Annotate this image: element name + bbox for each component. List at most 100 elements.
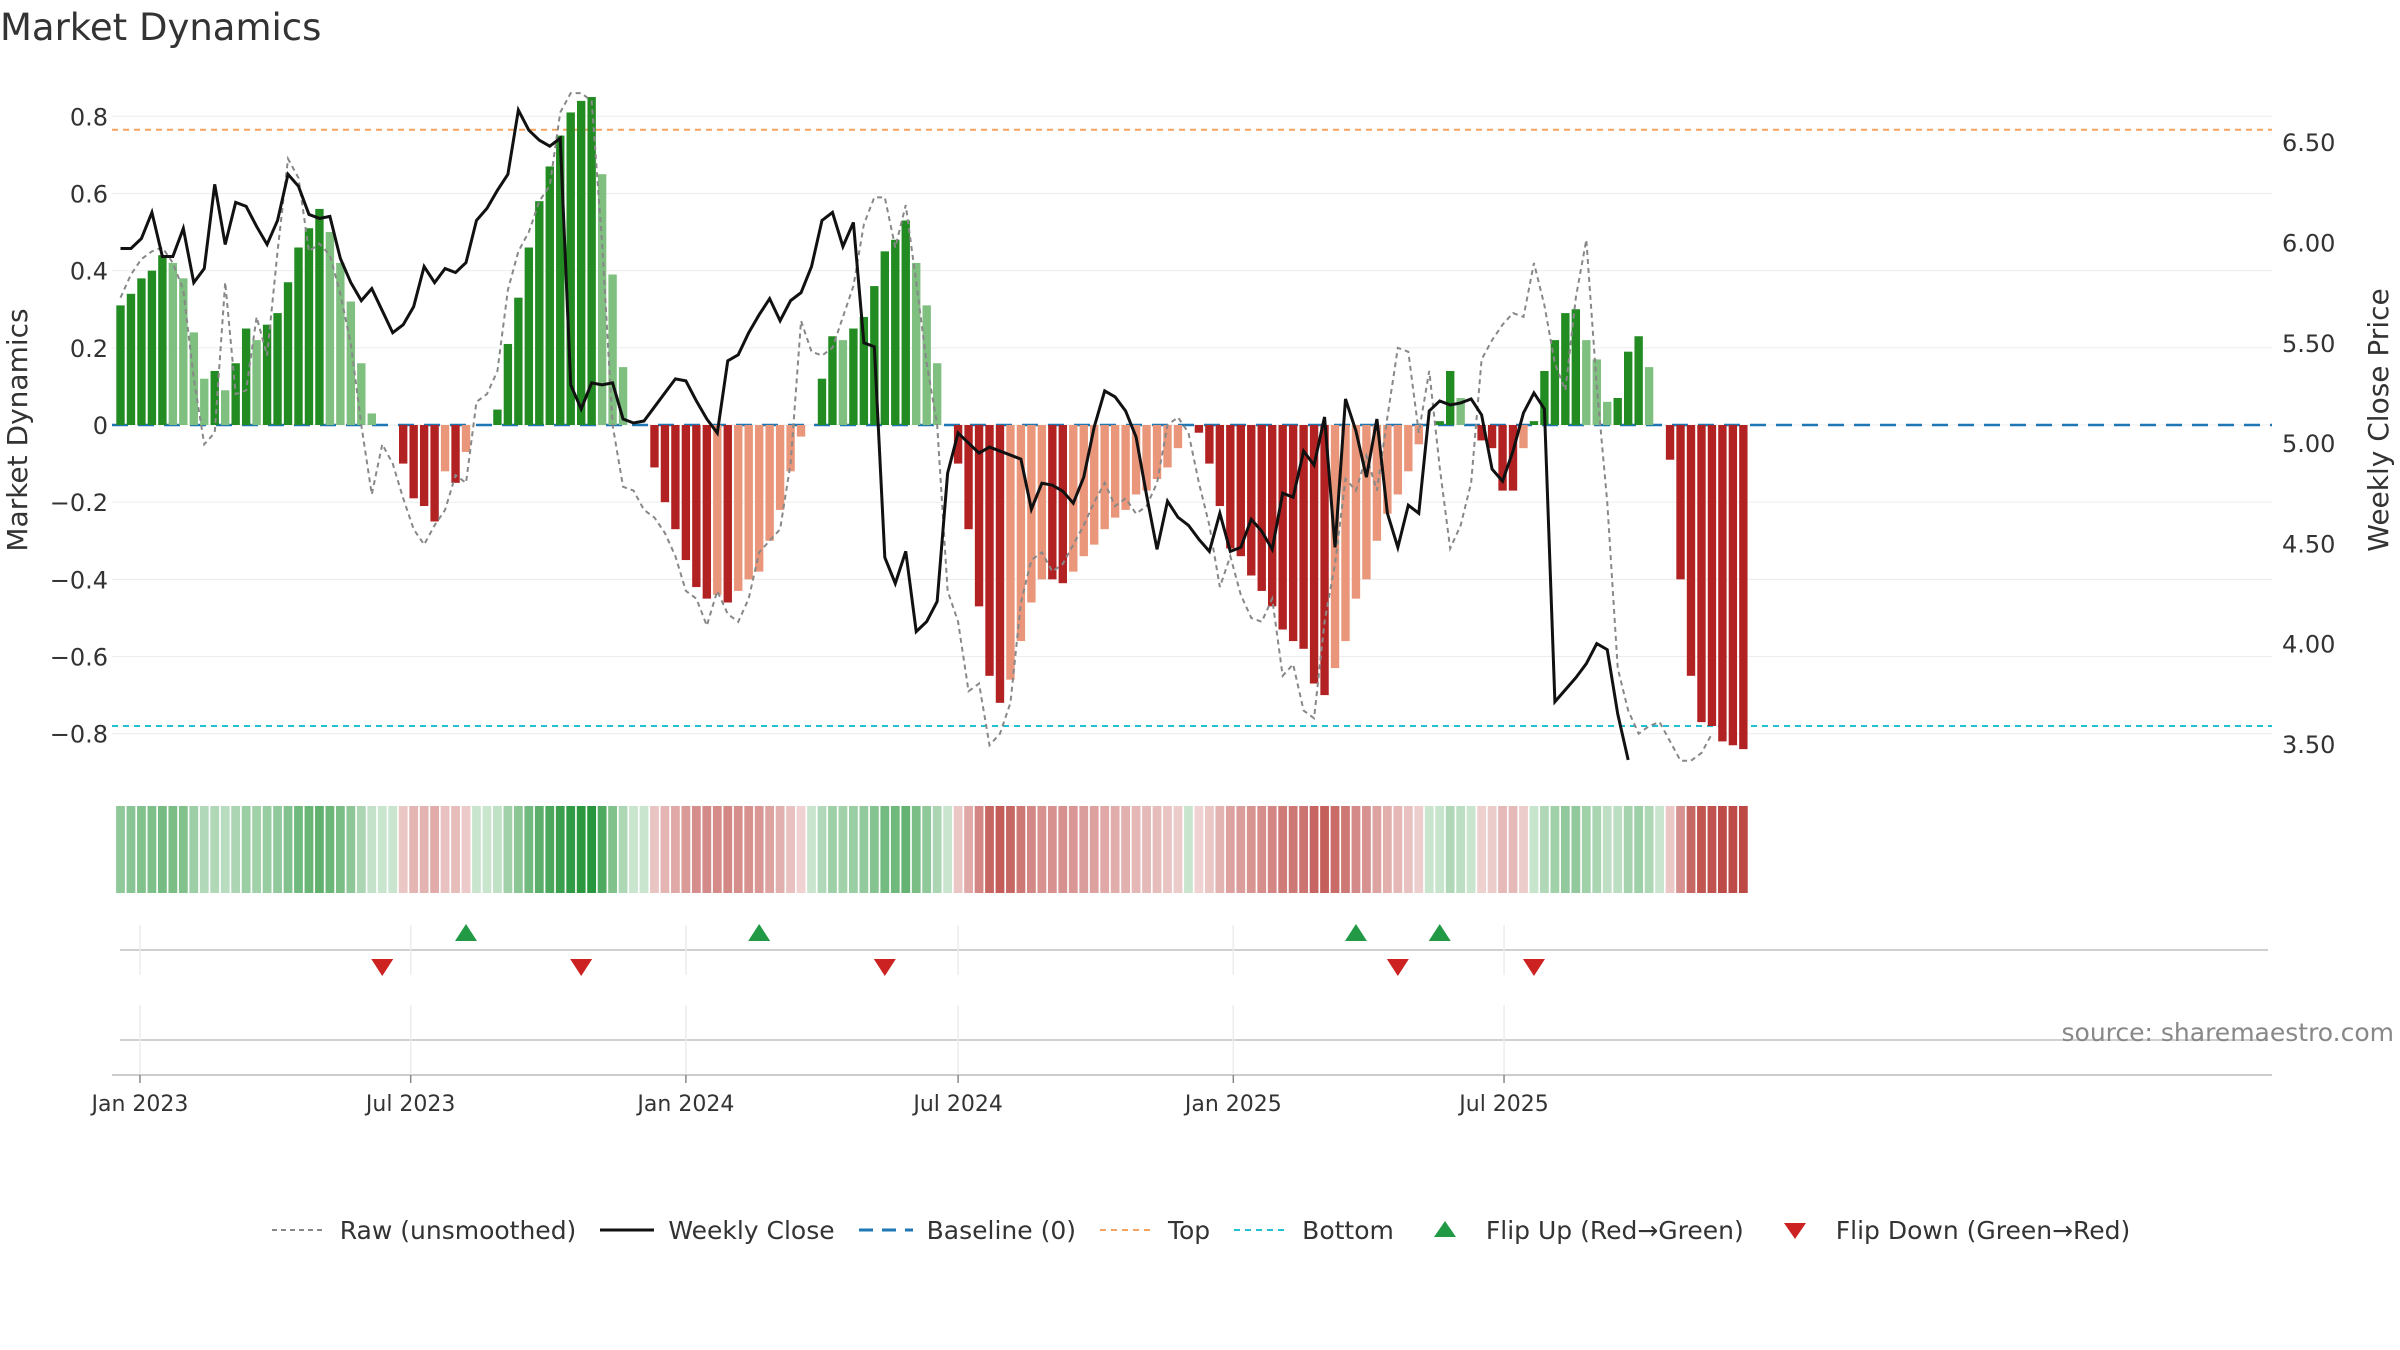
regime-cell [869, 806, 879, 893]
bars-layer [116, 97, 1748, 750]
regime-cell [356, 806, 366, 893]
regime-cell [503, 806, 513, 893]
reference-lines [112, 128, 2272, 727]
dynamics-bar [1529, 421, 1539, 425]
regime-cell [262, 806, 272, 893]
regime-cell [168, 806, 178, 893]
dynamics-bar [775, 425, 785, 510]
lines-layer [119, 92, 1713, 762]
dynamics-bar [503, 343, 513, 425]
dynamics-bar [880, 251, 889, 425]
regime-cell [346, 806, 356, 893]
regime-cell [1613, 806, 1623, 893]
dynamics-bar [1707, 425, 1717, 726]
regime-cell [1728, 806, 1738, 893]
dynamics-bar [336, 262, 345, 425]
regime-cell [1592, 806, 1602, 893]
dynamics-bar [1173, 425, 1183, 449]
regime-cell [880, 806, 890, 893]
raw-line [119, 92, 1713, 762]
dynamics-bar [912, 262, 921, 425]
regime-cell [1665, 806, 1675, 893]
flip-down-marker [1522, 959, 1545, 976]
flip-up-marker [1428, 924, 1451, 941]
x-axis: Jan 2023 Jul 2023 Jan 2024 Jul 2024 Jan 2025… [89, 1074, 2272, 1117]
regime-cell [1697, 806, 1706, 893]
regime-cell [786, 806, 795, 893]
regime-cell [1634, 806, 1644, 893]
dynamics-bar [650, 425, 659, 468]
dynamics-bar [514, 297, 523, 425]
dynamics-bar [1686, 425, 1696, 676]
dynamics-bar [1278, 425, 1287, 630]
regime-cell [325, 806, 335, 893]
regime-cell [765, 806, 775, 893]
legend-label: Bottom [1302, 1215, 1394, 1245]
dynamics-bar [1351, 425, 1361, 599]
regime-cell [1341, 806, 1350, 893]
dynamics-bar [1582, 340, 1591, 425]
source-credit: source: sharemaestro.com [2061, 1018, 2395, 1047]
dynamics-bar [440, 425, 450, 472]
regime-cell [1581, 806, 1591, 893]
regime-cell [1121, 806, 1131, 893]
regime-cell [1686, 806, 1696, 893]
legend-label: Weekly Close [668, 1215, 835, 1245]
regime-cell [1257, 806, 1267, 893]
regime-cell [137, 806, 146, 893]
regime-cell [1623, 806, 1633, 893]
dynamics-bar [744, 425, 753, 580]
dynamics-bar [1372, 425, 1382, 541]
regime-cell [1560, 806, 1570, 893]
dynamics-bar [859, 316, 869, 425]
regime-cell [1236, 806, 1246, 893]
right-tick-label: 3.50 [2282, 731, 2335, 759]
dynamics-bar [964, 425, 973, 530]
right-tick-label: 6.00 [2282, 229, 2335, 257]
dynamics-bar [1100, 425, 1109, 530]
regime-cell [1204, 806, 1214, 893]
dynamics-bar [1665, 425, 1675, 460]
dynamics-bar [1320, 425, 1329, 696]
dynamics-bar [493, 409, 502, 425]
dynamics-bar [1341, 425, 1350, 642]
legend-swatch [1099, 1229, 1154, 1231]
dynamics-bar [1194, 425, 1204, 433]
regime-cell [838, 806, 848, 893]
regime-cell [1152, 806, 1162, 893]
dynamics-bar [985, 425, 994, 676]
regime-cell [1058, 806, 1068, 893]
dynamics-bar [1037, 425, 1047, 580]
dynamics-bar [597, 174, 607, 425]
regime-cell [943, 806, 953, 893]
legend-item: Top [1098, 1216, 1210, 1245]
dynamics-bar [1592, 359, 1601, 425]
legend: Raw (unsmoothed) Weekly Close Baseline (0)… [0, 1210, 2400, 1250]
dynamics-bar [587, 97, 596, 426]
legend-swatch [1234, 1229, 1289, 1231]
regime-cell [545, 806, 555, 893]
x-tick-label: Jan 2023 [89, 1092, 188, 1117]
dynamics-bar [1205, 425, 1214, 464]
dynamics-bar [1519, 425, 1528, 449]
dynamics-bar [210, 370, 219, 425]
dynamics-bar [1540, 370, 1549, 425]
right-tick-label: 5.50 [2282, 330, 2335, 358]
regime-cell [1068, 806, 1078, 893]
dynamics-bar [1121, 425, 1130, 510]
right-tick-label: 6.50 [2282, 129, 2335, 157]
legend-swatch [1783, 1223, 1806, 1239]
legend-item: Weekly Close [598, 1215, 835, 1245]
right-tick-label: 5.00 [2282, 430, 2335, 458]
regime-cell [1445, 806, 1455, 893]
dynamics-bar [681, 425, 691, 561]
dynamics-bar [147, 270, 157, 425]
dynamics-bar [1728, 425, 1738, 746]
regime-cell [1288, 806, 1298, 893]
regime-cell [157, 806, 167, 893]
dynamics-bar [660, 425, 670, 503]
regime-cell [252, 806, 262, 893]
dynamics-bar [1456, 397, 1465, 425]
regime-cell [796, 806, 806, 893]
regime-cell [273, 806, 282, 893]
